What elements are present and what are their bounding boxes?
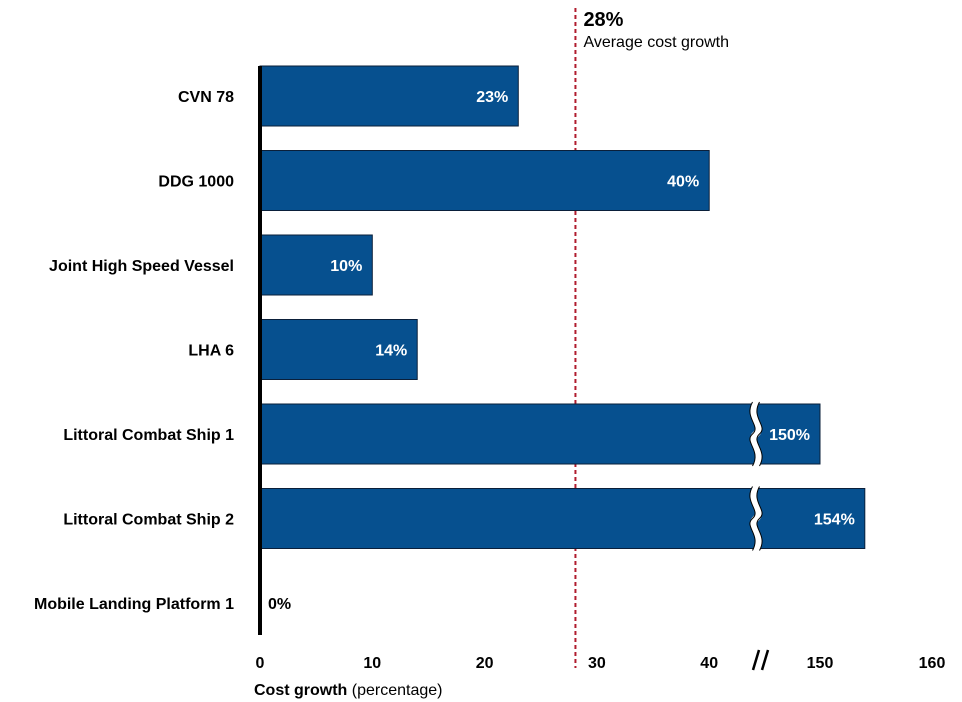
category-label: Littoral Combat Ship 1 [63, 427, 234, 444]
reference-line-group: 28% Average cost growth [574, 8, 729, 668]
x-tick-label: 20 [476, 655, 494, 672]
x-tick-label: 30 [588, 655, 606, 672]
data-label: 0% [268, 596, 291, 613]
bar-break-edge [756, 486, 763, 551]
x-axis-label-rest: (percentage) [347, 682, 442, 699]
category-label: LHA 6 [188, 343, 234, 360]
bar [259, 150, 710, 211]
data-label: 10% [330, 258, 362, 275]
bar-break-gap [749, 400, 763, 468]
x-axis-label-bold: Cost growth [254, 682, 347, 699]
category-label: CVN 78 [178, 89, 234, 106]
bar [259, 65, 519, 127]
bar-break-gap [749, 484, 763, 553]
bar [259, 234, 373, 296]
category-label: Mobile Landing Platform 1 [34, 596, 234, 613]
average-text-label: Average cost growth [583, 34, 729, 51]
x-tick-labels-group: 0 10 20 30 40 150 160 [256, 655, 946, 672]
bar-break-edge [749, 401, 756, 467]
x-tick-label: 10 [363, 655, 381, 672]
bar-break-edge [756, 401, 763, 467]
category-label: DDG 1000 [158, 174, 234, 191]
axis-break-marker-group [751, 649, 770, 671]
category-label: Littoral Combat Ship 2 [63, 512, 234, 529]
category-label: Joint High Speed Vessel [49, 258, 234, 275]
x-axis-label: Cost growth (percentage) [254, 682, 443, 699]
bar [259, 403, 821, 465]
data-label: 14% [375, 343, 407, 360]
data-label: 40% [667, 174, 699, 191]
x-tick-label: 150 [807, 655, 834, 672]
x-tick-label: 160 [919, 655, 946, 672]
data-label: 150% [769, 427, 810, 444]
bar [259, 488, 866, 549]
axis-break-slash [760, 649, 770, 671]
data-label: 23% [476, 89, 508, 106]
axis-break-slash [751, 649, 761, 671]
bar-break-edge [749, 486, 756, 551]
average-value-label: 28% [583, 9, 623, 31]
bars-group: 23% 40% 10% 14% 150% 154% 0% [259, 65, 866, 613]
x-tick-label: 40 [700, 655, 718, 672]
bar [259, 319, 418, 380]
category-labels-group: CVN 78 DDG 1000 Joint High Speed Vessel LHA… [34, 89, 234, 613]
data-label: 154% [814, 512, 855, 529]
x-tick-label: 0 [256, 655, 265, 672]
